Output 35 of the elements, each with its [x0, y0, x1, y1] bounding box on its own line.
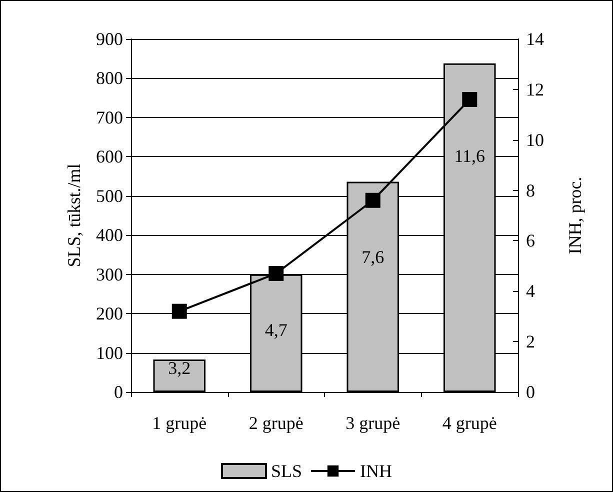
point: [268, 266, 284, 281]
y2-tick-label: 2: [526, 332, 535, 352]
y-axis-title: SLS, tūkst./ml: [64, 164, 84, 268]
point: [172, 304, 187, 319]
y-tick-label: 700: [96, 107, 123, 128]
y2-tick-label: 4: [526, 281, 535, 302]
y-tick-label: 900: [96, 29, 123, 49]
data-label: 3,2: [168, 358, 191, 378]
x-tick-label: 3 grupė: [346, 413, 400, 433]
y2-tick-label: 0: [526, 382, 535, 402]
y2-tick-label: 12: [526, 79, 544, 100]
y-tick-label: 100: [96, 342, 123, 363]
x-tick-label: 2 grupė: [248, 413, 304, 433]
y-tick-label: 300: [96, 264, 123, 284]
data-label: 7,6: [362, 246, 384, 267]
y-tick-label: 800: [96, 68, 123, 88]
y2-tick-label: 14: [526, 29, 544, 49]
y-tick-label: 200: [96, 304, 123, 324]
y-tick-label: 600: [96, 146, 123, 167]
legend-label: SLS: [270, 461, 302, 481]
x-tick-label: 1 grupė: [152, 413, 207, 433]
data-label: 4,7: [264, 320, 288, 340]
y-tick-label: 0: [114, 382, 123, 402]
y-tick-label: 400: [96, 225, 123, 246]
y2-axis-title: INH, proc.: [565, 176, 585, 254]
y-tick-label: 500: [96, 186, 123, 206]
y2-tick-label: 10: [526, 130, 544, 150]
point: [462, 92, 478, 108]
legend-label: INH: [360, 461, 392, 481]
y2-tick-label: 6: [526, 230, 535, 251]
data-label: 11,6: [454, 146, 486, 166]
point: [365, 192, 380, 208]
y2-tick-label: 8: [526, 180, 535, 200]
x-tick-label: 4 grupė: [442, 413, 497, 433]
bar: [153, 359, 206, 392]
